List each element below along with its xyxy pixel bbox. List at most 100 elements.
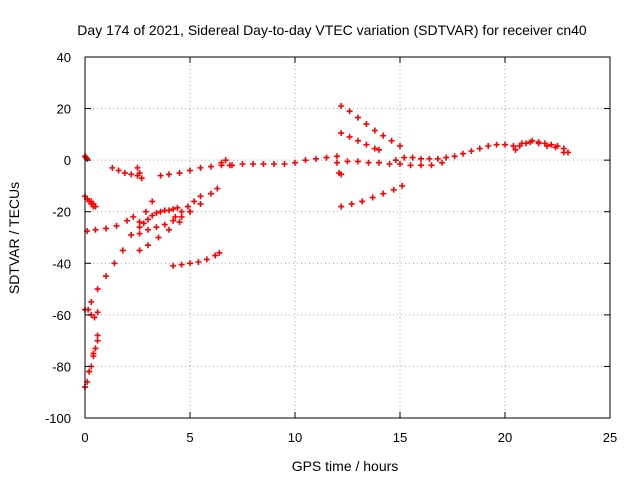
x-tick-label: 20	[498, 430, 512, 445]
series-arc-j	[134, 164, 145, 182]
grid-layer	[85, 57, 610, 418]
data-point	[355, 158, 361, 165]
series-arc-i	[109, 164, 141, 179]
data-point	[338, 203, 345, 210]
data-point	[166, 207, 172, 214]
data-point	[443, 154, 450, 161]
data-point	[510, 142, 517, 149]
data-point	[369, 194, 376, 201]
data-point	[111, 260, 118, 267]
data-point	[346, 108, 353, 115]
series-arc-p	[157, 153, 340, 179]
data-point	[250, 161, 256, 168]
data-point	[94, 286, 101, 293]
data-point	[140, 220, 147, 227]
y-tick-label: -20	[52, 205, 71, 220]
data-point	[560, 145, 567, 152]
data-point	[208, 190, 214, 197]
data-point	[187, 260, 193, 267]
data-point	[418, 155, 424, 162]
data-point	[468, 148, 475, 155]
data-point	[119, 247, 126, 254]
data-point	[94, 332, 101, 339]
y-tick-label: 20	[57, 102, 71, 117]
data-point	[176, 219, 183, 226]
data-point	[178, 208, 185, 215]
data-point	[390, 186, 397, 193]
data-point	[281, 161, 288, 168]
data-point	[203, 256, 210, 263]
series-arc-s	[338, 102, 403, 149]
data-point	[439, 159, 445, 166]
data-point	[136, 247, 143, 254]
data-point	[323, 154, 330, 161]
data-point	[145, 242, 151, 249]
data-point	[523, 140, 529, 147]
data-point	[426, 155, 433, 162]
data-point	[208, 163, 214, 170]
data-point	[371, 145, 378, 152]
data-point	[401, 154, 408, 161]
data-point	[386, 161, 393, 168]
data-point	[136, 219, 143, 226]
data-point	[451, 153, 458, 160]
data-point	[130, 213, 137, 220]
y-tick-label: -40	[52, 256, 71, 271]
data-point	[338, 102, 345, 109]
data-point	[103, 225, 109, 232]
data-point	[178, 261, 185, 268]
data-point	[376, 159, 382, 166]
x-tick-label: 5	[186, 430, 193, 445]
data-point	[197, 164, 204, 171]
data-point	[92, 226, 99, 233]
data-point	[222, 157, 229, 164]
y-tick-label: -60	[52, 308, 71, 323]
data-point	[91, 314, 98, 321]
data-point	[128, 171, 135, 178]
data-point	[166, 171, 172, 178]
data-point	[176, 170, 183, 177]
data-point	[376, 146, 382, 153]
data-point	[397, 161, 403, 168]
data-points-layer	[82, 102, 571, 391]
data-point	[392, 157, 399, 164]
data-point	[94, 309, 101, 316]
data-point	[109, 164, 116, 171]
data-point	[157, 172, 164, 179]
data-point	[92, 203, 99, 210]
data-point	[187, 167, 193, 174]
data-point	[346, 133, 353, 140]
data-point	[485, 142, 492, 149]
data-point	[541, 140, 548, 147]
data-point	[397, 142, 403, 149]
data-point	[365, 159, 372, 166]
data-point	[344, 158, 351, 165]
data-point	[428, 162, 435, 169]
data-point	[145, 216, 151, 223]
data-point	[388, 137, 395, 144]
data-point	[170, 262, 177, 269]
series-arc-m	[172, 193, 204, 220]
data-point	[155, 234, 162, 241]
y-tick-label: -80	[52, 359, 71, 374]
series-arc-t	[338, 130, 382, 153]
data-point	[434, 155, 441, 162]
data-point	[170, 217, 177, 224]
data-point	[239, 161, 246, 168]
x-axis-label: GPS time / hours	[292, 458, 399, 474]
data-point	[355, 137, 361, 144]
series-arc-u	[338, 182, 406, 210]
axes-layer: 0 5 10 15 20 25 -100 -80 -60 -40 -20 0 20 40	[45, 50, 617, 445]
chart-title: Day 174 of 2021, Sidereal Day-to-day VTE…	[77, 22, 587, 38]
data-point	[195, 258, 202, 265]
data-point	[380, 190, 387, 197]
data-point	[115, 167, 122, 174]
data-point	[92, 345, 99, 352]
data-point	[136, 224, 143, 231]
data-point	[418, 162, 424, 169]
data-point	[142, 208, 149, 215]
data-point	[399, 182, 406, 189]
data-point	[271, 161, 277, 168]
series-arc-v	[334, 158, 445, 169]
